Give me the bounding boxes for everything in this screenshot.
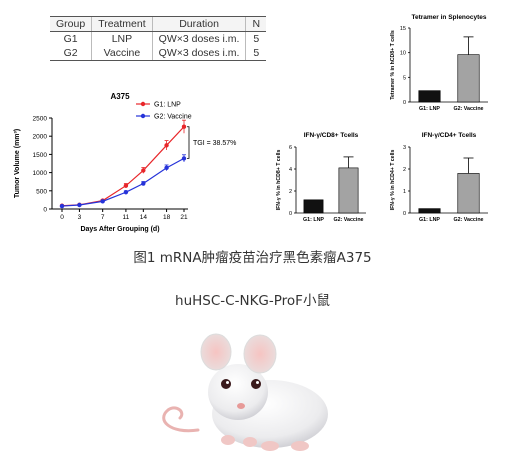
table-cell: 5 xyxy=(245,31,267,46)
data-point xyxy=(164,165,169,171)
table-header-row: Group Treatment Duration N xyxy=(50,16,267,32)
y-tick-label: 500 xyxy=(36,188,47,195)
x-tick-label: 7 xyxy=(101,214,105,221)
table-cell: QW×3 doses i.m. xyxy=(151,31,246,46)
table-row: G1 LNP QW×3 doses i.m. 5 xyxy=(50,31,267,46)
data-point xyxy=(141,168,146,173)
y-tick-label: 3 xyxy=(403,145,406,151)
x-tick-label: 14 xyxy=(140,214,148,221)
y-tick-label: 2 xyxy=(289,189,292,195)
y-axis-label: IFN-γ % in hCD8+ T cells xyxy=(276,150,282,211)
table-row: G2 Vaccine QW×3 doses i.m. 5 xyxy=(50,46,267,61)
table-cell: G2 xyxy=(50,46,92,61)
y-axis-label: Tumor Volume (mm³) xyxy=(14,129,21,198)
y-tick-label: 2000 xyxy=(33,134,48,141)
x-axis-label: Days After Grouping (d) xyxy=(80,226,159,233)
y-tick-label: 10 xyxy=(400,51,406,57)
y-tick-label: 1500 xyxy=(33,152,48,159)
y-tick-label: 0 xyxy=(403,100,406,106)
x-tick-label: G2: Vaccine xyxy=(453,106,483,112)
chart-title: IFN-γ/CD8+ Tcells xyxy=(304,132,359,139)
data-point xyxy=(181,124,187,129)
data-point xyxy=(164,143,169,148)
y-tick-label: 5 xyxy=(403,75,406,81)
x-tick-label: G1: LNP xyxy=(419,217,440,223)
x-tick-label: G1: LNP xyxy=(303,217,324,223)
x-tick-label: 11 xyxy=(123,214,130,221)
figure-caption: 图1 mRNA肿瘤疫苗治疗黑色素瘤A375 xyxy=(133,250,372,266)
x-tick-label: 18 xyxy=(163,214,171,221)
table-cell: Vaccine xyxy=(91,46,153,61)
data-point xyxy=(77,202,82,208)
table-header-cell: N xyxy=(245,16,267,32)
y-tick-label: 15 xyxy=(400,26,406,32)
y-axis-label: Tetramer % in hCD8+ T cells xyxy=(390,30,396,100)
legend-marker xyxy=(140,101,146,107)
mouse-illustration xyxy=(162,333,328,451)
mouse-model-label: huHSC-C-NKG-ProF小鼠 xyxy=(175,293,330,309)
y-tick-label: 0 xyxy=(43,207,47,214)
x-tick-label: G2: Vaccine xyxy=(453,217,483,223)
x-tick-label: 0 xyxy=(60,214,64,221)
series-line xyxy=(61,157,185,207)
table-cell: LNP xyxy=(91,31,153,46)
table-cell: 5 xyxy=(245,46,267,61)
y-tick-label: 0 xyxy=(289,211,292,217)
x-tick-label: G1: LNP xyxy=(419,106,440,112)
y-tick-label: 2500 xyxy=(33,116,48,123)
y-tick-label: 6 xyxy=(289,145,292,151)
table-cell: G1 xyxy=(63,33,78,45)
bar xyxy=(303,199,324,214)
x-tick-label: 21 xyxy=(180,214,188,221)
bar xyxy=(418,90,441,103)
table-header-cell: Treatment xyxy=(91,16,153,32)
y-tick-label: 4 xyxy=(289,167,292,173)
x-tick-label: G2: Vaccine xyxy=(333,217,363,223)
y-tick-label: 0 xyxy=(403,211,406,217)
y-tick-label: 2 xyxy=(403,167,406,173)
legend-label: G2: Vaccine xyxy=(154,114,192,121)
chart-title: Tetramer in Splenocytes xyxy=(411,14,486,21)
chart-title: IFN-γ/CD4+ Tcells xyxy=(422,132,477,139)
data-point xyxy=(123,190,129,195)
data-point xyxy=(181,156,187,161)
legend-marker xyxy=(140,113,146,119)
table-header-cell: Group xyxy=(50,16,92,32)
table-cell: QW×3 doses i.m. xyxy=(151,46,246,61)
chart-title: A375 xyxy=(110,92,130,101)
tgi-annotation: TGI = 38.57% xyxy=(193,140,236,147)
bar xyxy=(418,208,441,214)
y-axis-label: IFN-γ % in hCD4+ T cells xyxy=(390,150,396,211)
data-point xyxy=(59,203,65,209)
y-tick-label: 1 xyxy=(403,189,406,195)
data-point xyxy=(100,199,105,204)
study-table: Group Treatment Duration N G1 LNP QW×3 d… xyxy=(50,16,267,61)
bar xyxy=(457,54,480,103)
data-point xyxy=(123,183,129,188)
bar xyxy=(338,167,359,214)
data-point xyxy=(141,181,146,186)
tgi-bracket xyxy=(187,126,190,159)
table-header-cell: Duration xyxy=(151,16,246,32)
x-tick-label: 3 xyxy=(78,214,82,221)
y-tick-label: 1000 xyxy=(33,170,48,177)
bar xyxy=(457,173,480,214)
legend-label: G1: LNP xyxy=(154,102,181,109)
